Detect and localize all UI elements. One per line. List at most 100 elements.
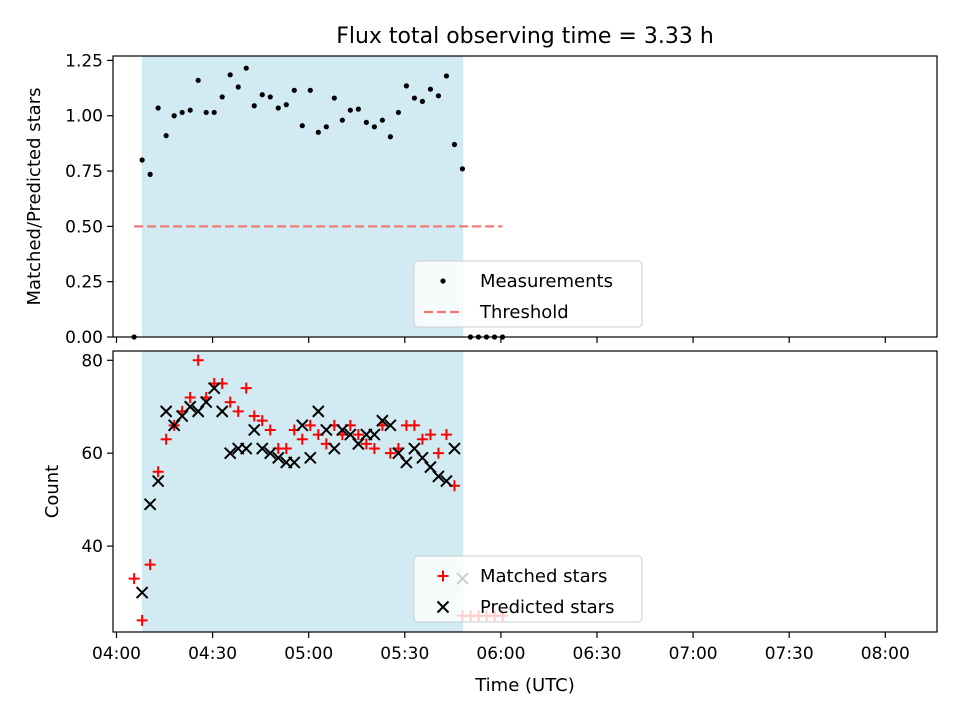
y-tick-label: 0.50	[65, 217, 103, 237]
measurement-point	[259, 92, 265, 98]
measurement-point	[211, 109, 217, 116]
matched-star-point	[144, 559, 156, 571]
predicted-star-point	[368, 428, 381, 441]
y-tick-label: 80	[81, 351, 103, 371]
measurement-point	[139, 157, 145, 163]
measurement-point	[283, 102, 289, 108]
top-y-axis-label: Matched/Predicted stars	[24, 88, 45, 306]
legend-box	[413, 260, 643, 328]
measurement-point	[219, 94, 225, 100]
predicted-star-point	[312, 405, 325, 418]
matched-star-point	[152, 466, 164, 478]
predicted-star-point	[296, 419, 309, 432]
matched-star-point	[184, 391, 196, 403]
measurement-point	[355, 106, 361, 112]
measurement-point	[307, 87, 313, 93]
measurement-point	[427, 86, 434, 92]
predicted-star-point	[400, 456, 413, 469]
predicted-star-point	[288, 456, 301, 469]
matched-star-point	[248, 410, 260, 422]
measurement-point	[459, 166, 466, 172]
predicted-star-point	[272, 451, 285, 465]
y-tick-label: 1.25	[65, 51, 103, 71]
predicted-star-point	[199, 395, 213, 409]
measurement-point	[347, 107, 353, 113]
x-tick-label: 04:30	[188, 644, 237, 664]
predicted-star-point	[216, 405, 229, 418]
measurement-point	[363, 119, 369, 125]
matched-star-point	[384, 447, 396, 459]
matched-star-point	[360, 438, 372, 450]
matched-star-point	[416, 433, 428, 445]
chart-title: Flux total observing time = 3.33 h	[336, 24, 714, 49]
bottom-y-axis-label: Count	[42, 465, 63, 518]
matched-star-point	[128, 573, 140, 585]
x-axis-label: Time (UTC)	[474, 675, 575, 696]
matched-star-point	[280, 443, 292, 455]
legend-marker-x	[436, 600, 450, 614]
matched-star-point	[232, 405, 244, 417]
matched-star-point	[440, 429, 452, 441]
predicted-star-point	[159, 405, 173, 418]
legend-label: Threshold	[479, 302, 569, 323]
measurement-point	[171, 113, 177, 119]
predicted-star-point	[448, 442, 461, 455]
top-legend: Measurements Threshold	[413, 260, 643, 328]
x-tick-label: 04:00	[92, 644, 141, 664]
measurement-point	[195, 77, 201, 83]
measurement-point	[227, 72, 233, 78]
y-tick-label: 0.00	[65, 328, 103, 348]
legend-label: Measurements	[480, 271, 613, 292]
matched-star-point	[304, 419, 316, 431]
predicted-star-point	[432, 470, 445, 483]
measurement-point	[187, 107, 193, 113]
predicted-star-point	[264, 446, 277, 460]
measurement-point	[451, 141, 458, 148]
measurement-point	[419, 98, 426, 104]
measurement-point	[203, 109, 209, 116]
x-tick-label: 08:00	[861, 644, 910, 664]
predicted-star-point	[328, 442, 341, 455]
bottom-panel: Matched stars Predicted stars 40 60 80 04:0…	[42, 350, 938, 664]
measurement-point	[371, 124, 377, 130]
matched-star-point	[368, 443, 380, 455]
matched-star-point	[432, 447, 444, 459]
measurement-point	[179, 109, 185, 116]
measurement-point	[411, 95, 418, 101]
y-tick-label: 0.25	[65, 273, 103, 293]
measurement-point	[387, 134, 393, 140]
predicted-star-point	[304, 451, 317, 465]
y-tick-label: 40	[81, 537, 103, 557]
x-tick-label: 07:00	[669, 644, 718, 664]
predicted-star-point	[183, 400, 197, 413]
measurement-point	[291, 87, 297, 93]
predicted-star-point	[248, 423, 261, 437]
y-tick-label: 1.00	[65, 107, 103, 127]
predicted-star-point	[320, 423, 333, 437]
x-tick-label: 07:30	[765, 644, 814, 664]
predicted-star-point	[384, 419, 397, 432]
legend-label: Predicted stars	[480, 597, 614, 618]
y-tick-label: 0.75	[65, 162, 103, 182]
matched-star-point	[352, 429, 364, 441]
matched-star-point	[192, 354, 204, 366]
matched-star-point	[424, 429, 436, 441]
predicted-star-point	[240, 442, 253, 455]
predicted-star-point	[207, 381, 221, 395]
measurement-point	[315, 129, 321, 135]
bottom-legend: Matched stars Predicted stars	[413, 555, 643, 623]
x-tick-label: 06:00	[476, 644, 525, 664]
predicted-star-point	[143, 498, 157, 511]
top-panel: Measurements Threshold 0.00 0.25 0.50 0.75 1.…	[24, 51, 938, 348]
measurement-point	[331, 95, 337, 101]
predicted-star-point	[135, 586, 149, 599]
observing-window-shade	[141, 56, 464, 337]
matched-star-point	[256, 415, 268, 427]
matched-star-point	[240, 382, 252, 394]
measurement-point	[147, 171, 153, 177]
matched-star-point	[296, 433, 308, 445]
y-tick-label: 60	[81, 444, 103, 464]
measurement-point	[251, 103, 257, 109]
x-tick-label: 06:30	[573, 644, 622, 664]
matched-star-point	[408, 419, 420, 431]
